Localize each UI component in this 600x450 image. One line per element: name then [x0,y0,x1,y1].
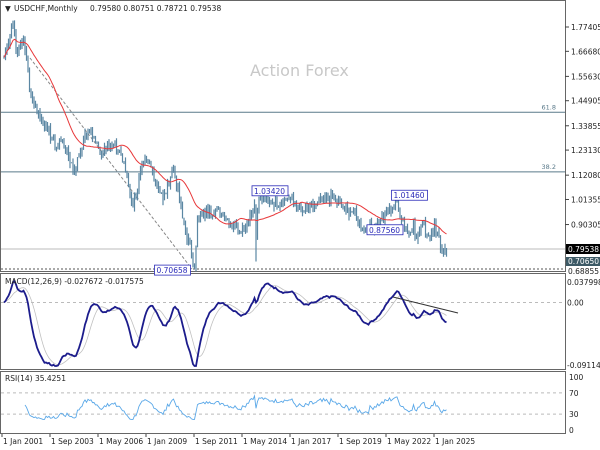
macd-tick-label: 0.00 [567,298,584,307]
low-price-tag [566,257,600,266]
annotation-label: 0.70658 [157,266,188,275]
time-tick-label: 1 Jan 2025 [435,437,475,446]
trend-line [29,57,193,270]
price-tick-label: 1.66680 [571,47,600,56]
price-tick-label: 1.12080 [571,171,600,180]
time-tick-label: 1 May 2006 [99,437,143,446]
annotation-box [251,185,289,197]
price-tick-label: 0.90305 [571,221,600,230]
main-panel [0,0,566,272]
time-tick-label: 1 May 2022 [387,437,431,446]
annotation-box [154,264,191,276]
price-tick-label: 1.55630 [571,72,600,81]
macd-trend-line [392,296,459,314]
fib-level-label: 38.2 [542,163,556,171]
rsi-label: RSI(14) 35.4251 [5,374,66,383]
time-tick-label: 1 Jan 2017 [291,437,331,446]
rsi-tick-label: 70 [569,389,579,398]
annotation-box [391,189,428,201]
macd-label: MACD(12,26,9) -0.027672 -0.017575 [5,277,144,286]
rsi-tick-label: 30 [569,410,579,419]
price-tick-label: 1.44905 [571,97,600,106]
fib-level-label: 61.8 [542,103,556,111]
current-price-tag [566,244,600,254]
time-tick-label: 1 Jan 2001 [3,437,43,446]
price-tick-label: 1.23130 [571,146,600,155]
ohlc-values: 0.79580 0.80751 0.78721 0.79538 [90,4,221,13]
macd-tick-label: -0.091147 [567,361,600,370]
macd-tick-label: 0.037998 [567,278,600,287]
price-tick-label: 1.77405 [571,23,600,32]
moving-average-line [3,38,447,235]
collapse-arrow-icon[interactable]: ▼ [5,4,11,13]
price-tick-label: 1.01355 [571,195,600,204]
time-tick-label: 1 Sep 2011 [195,437,238,446]
time-tick-label: 1 Sep 2003 [51,437,94,446]
low-price-label: 0.70650 [568,257,599,266]
macd-line [3,279,447,367]
annotation-label: 1.01460 [394,191,425,200]
annotation-label: 0.87560 [369,226,400,235]
rsi-line [24,394,447,420]
time-tick-label: 1 May 2014 [243,437,287,446]
current-price-label: 0.79538 [568,245,599,254]
symbol-label: USDCHF,Monthly [14,4,78,13]
time-tick-label: 1 Sep 2019 [339,437,382,446]
annotation-box [366,224,404,236]
watermark: Action Forex [250,61,349,80]
rsi-tick-label: 100 [569,373,584,382]
bottom-price-label: 0.68855 [568,267,599,276]
time-tick-label: 1 Jan 2009 [147,437,187,446]
rsi-tick-label: 0 [569,426,574,435]
price-tick-label: 1.33855 [571,122,600,131]
annotation-label: 1.03420 [254,187,285,196]
